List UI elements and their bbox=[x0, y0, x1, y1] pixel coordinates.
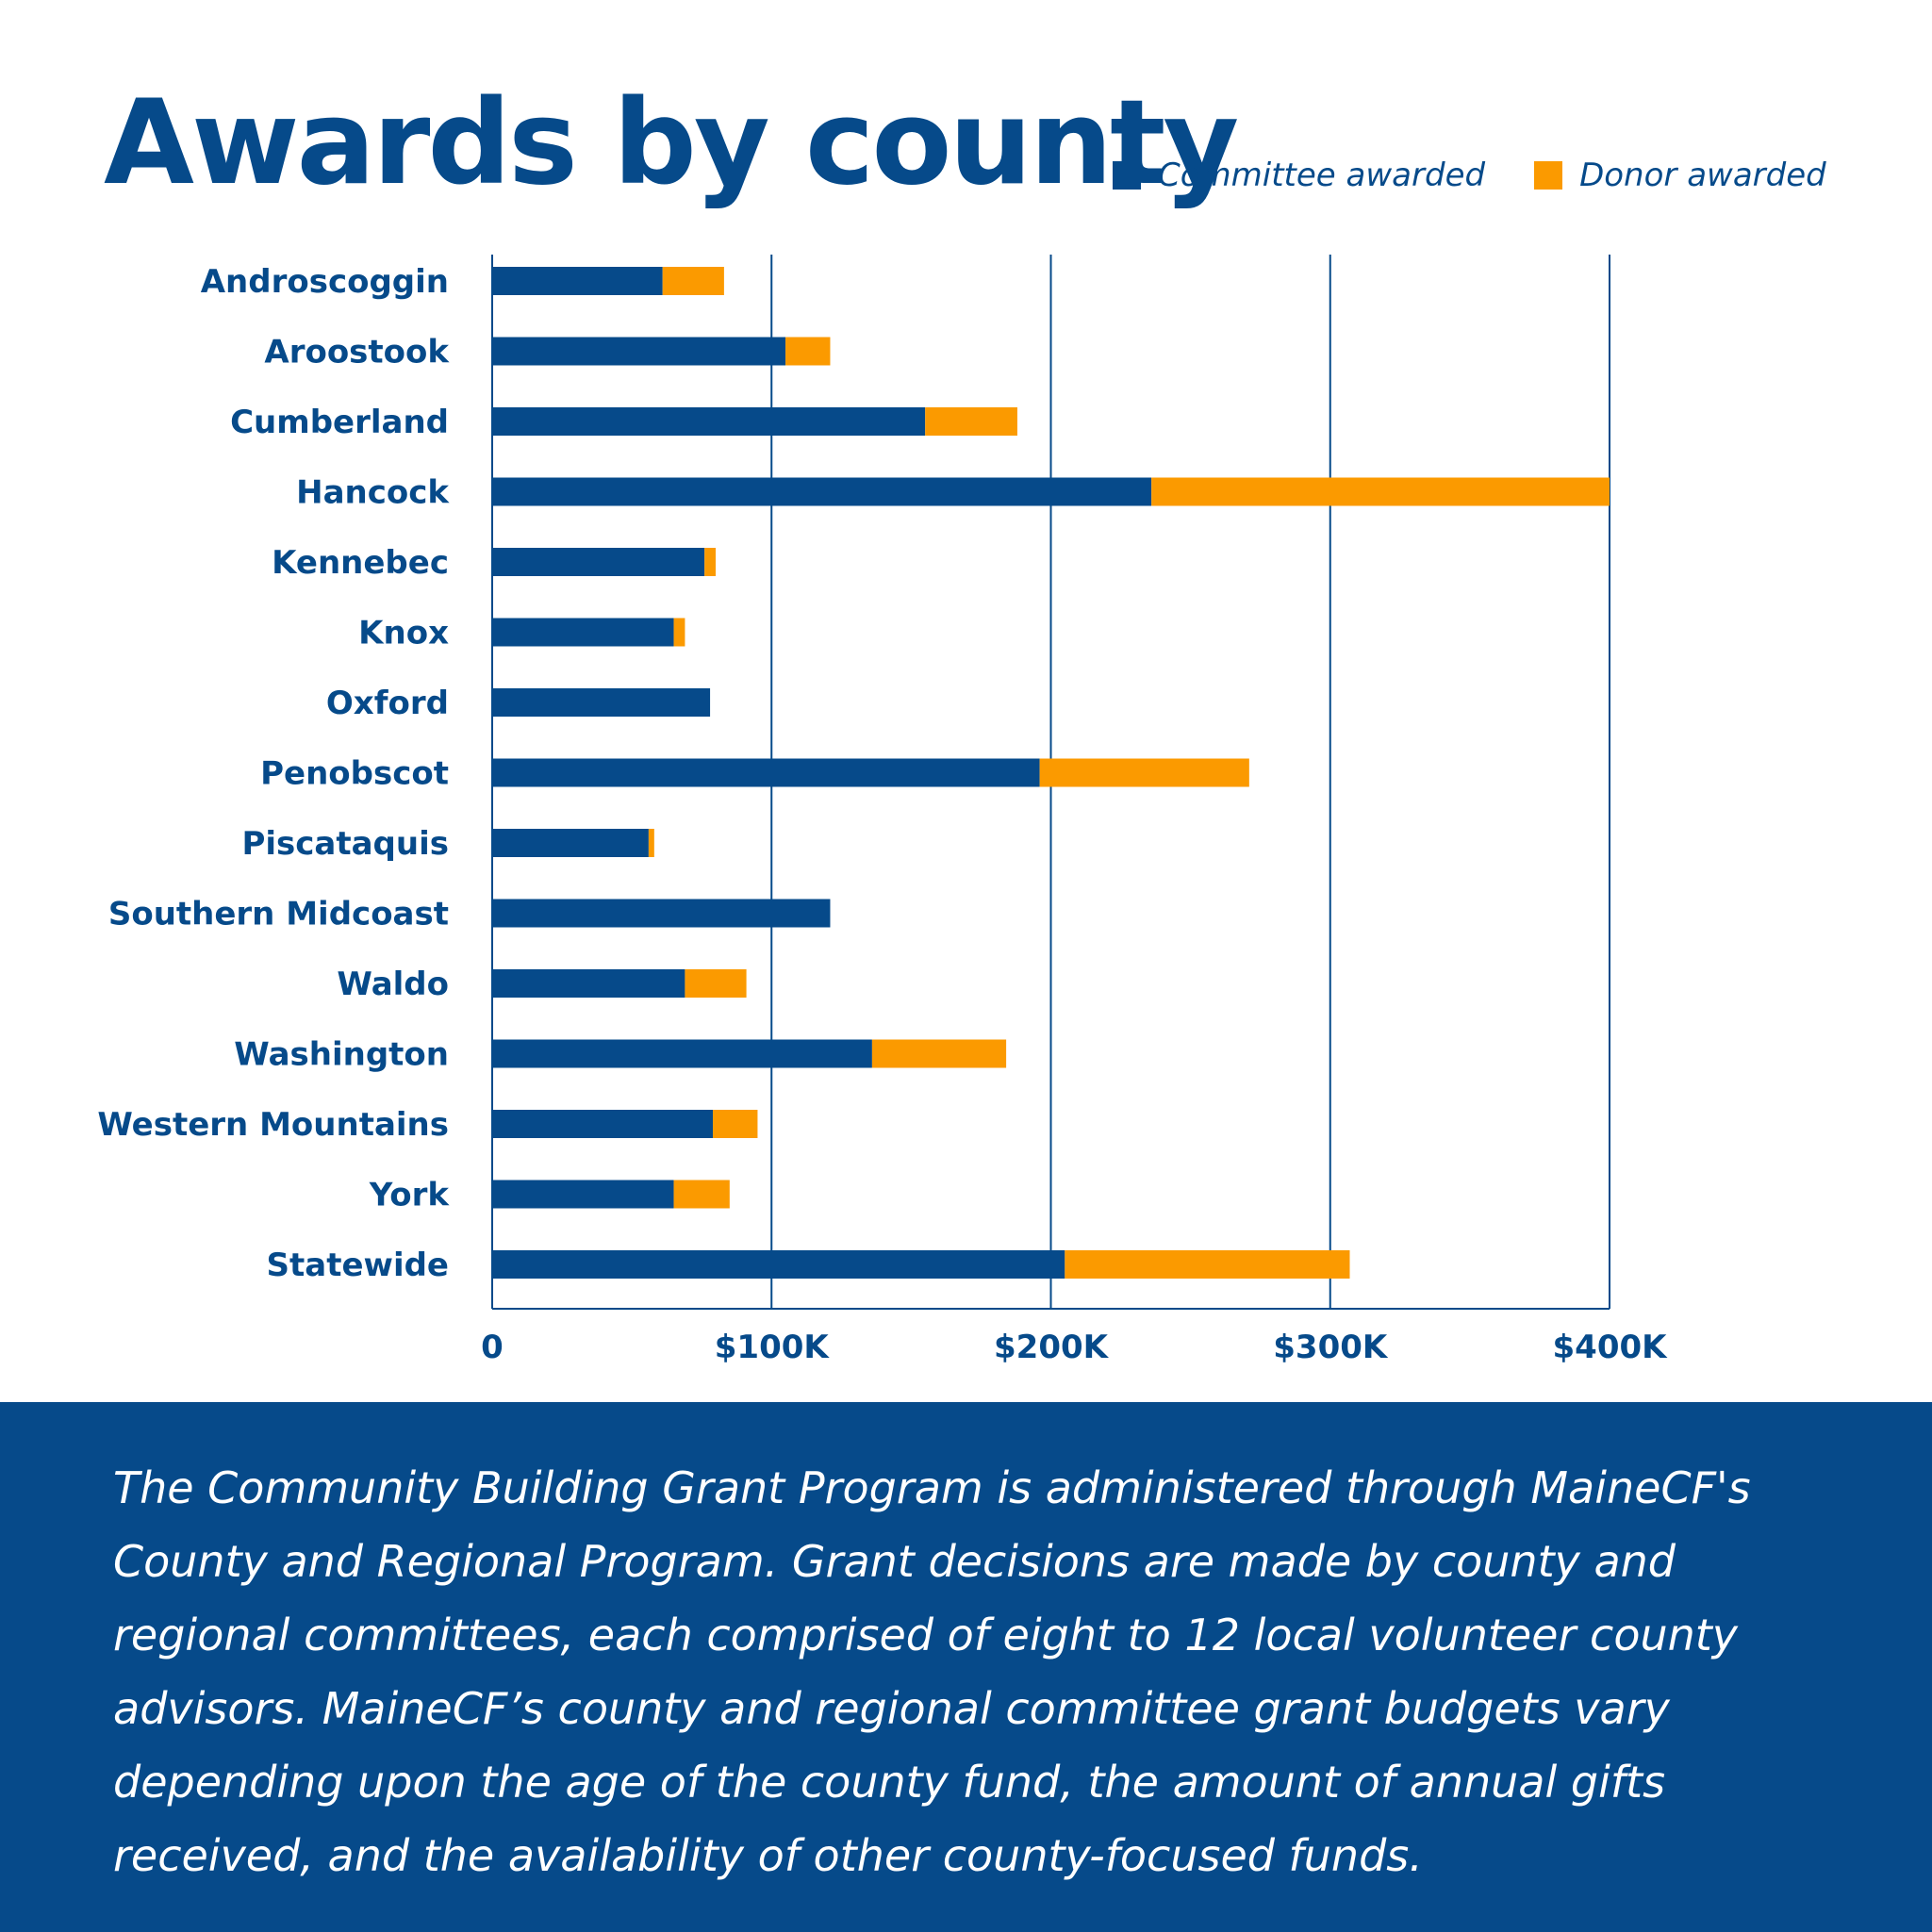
bar-committee bbox=[492, 688, 711, 717]
legend-label-committee: Committee awarded bbox=[1158, 157, 1486, 194]
bar-donor bbox=[1065, 1250, 1350, 1279]
category-label: York bbox=[369, 1177, 451, 1214]
bar-donor bbox=[662, 267, 724, 295]
bar-donor bbox=[1039, 758, 1249, 787]
bar-donor bbox=[785, 337, 831, 366]
category-label: Western Mountains bbox=[97, 1106, 449, 1144]
bar-donor bbox=[871, 1039, 1007, 1068]
bar-donor bbox=[685, 969, 747, 998]
bar-donor bbox=[704, 548, 716, 576]
bar-donor bbox=[713, 1110, 758, 1138]
category-label: Aroostook bbox=[264, 334, 450, 372]
bar-donor bbox=[1151, 477, 1610, 506]
bar-committee bbox=[492, 548, 705, 576]
bar-donor bbox=[648, 829, 654, 857]
x-tick-label: 0 bbox=[481, 1329, 504, 1366]
bar-committee bbox=[492, 337, 786, 366]
x-tick-label: $100K bbox=[715, 1329, 831, 1366]
note-panel: The Community Building Grant Program is … bbox=[0, 1402, 1932, 1932]
chart-title: Awards by county bbox=[104, 75, 1239, 211]
bar-committee bbox=[492, 407, 926, 436]
category-label: Cumberland bbox=[230, 404, 449, 441]
legend-swatch-donor bbox=[1534, 161, 1563, 190]
legend-item-donor: Donor awarded bbox=[1534, 157, 1826, 194]
bar-committee bbox=[492, 1180, 674, 1209]
category-label: Statewide bbox=[267, 1247, 449, 1284]
bar-committee bbox=[492, 1039, 872, 1068]
bar-committee bbox=[492, 1110, 714, 1138]
bar-committee bbox=[492, 758, 1040, 787]
category-label: Hancock bbox=[296, 474, 450, 512]
bar-donor bbox=[925, 407, 1017, 436]
bar-chart: 0 $100K $200K $300K $400K Androscoggin Aroosto… bbox=[97, 255, 1669, 1366]
category-label: Androscoggin bbox=[201, 263, 449, 301]
category-label: Penobscot bbox=[260, 755, 449, 793]
bar-committee bbox=[492, 969, 685, 998]
bar-donor bbox=[673, 618, 685, 647]
x-tick-label: $200K bbox=[994, 1329, 1110, 1366]
category-label: Knox bbox=[358, 615, 449, 652]
x-tick-label: $400K bbox=[1553, 1329, 1669, 1366]
x-tick-label: $300K bbox=[1273, 1329, 1389, 1366]
bar-committee bbox=[492, 829, 649, 857]
category-label: Kennebec bbox=[272, 544, 449, 582]
bar-donor bbox=[673, 1180, 730, 1209]
category-label: Waldo bbox=[337, 966, 449, 1003]
category-label: Oxford bbox=[326, 685, 449, 722]
category-label: Washington bbox=[234, 1036, 449, 1074]
bar-committee bbox=[492, 267, 663, 295]
legend-label-donor: Donor awarded bbox=[1579, 157, 1826, 194]
category-label: Southern Midcoast bbox=[108, 896, 449, 933]
note-text: The Community Building Grant Program is … bbox=[113, 1462, 1751, 1881]
bar-committee bbox=[492, 1250, 1065, 1279]
bar-committee bbox=[492, 899, 831, 928]
category-label: Piscataquis bbox=[241, 825, 449, 863]
legend-item-committee: Committee awarded bbox=[1113, 157, 1485, 194]
legend-swatch-committee bbox=[1113, 161, 1141, 190]
bar-committee bbox=[492, 477, 1152, 506]
legend: Committee awarded Donor awarded bbox=[1113, 157, 1875, 194]
bar-committee bbox=[492, 618, 674, 647]
